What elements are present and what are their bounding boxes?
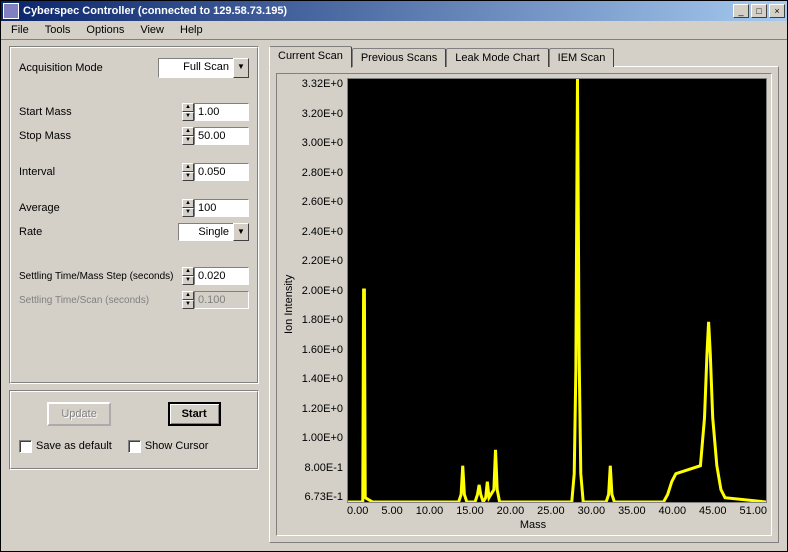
settling-step-field[interactable] bbox=[194, 267, 249, 285]
menubar: File Tools Options View Help bbox=[1, 21, 787, 40]
show-cursor-label: Show Cursor bbox=[145, 440, 209, 452]
interval-input[interactable]: ▲▼ bbox=[182, 163, 249, 181]
tab-leak-mode[interactable]: Leak Mode Chart bbox=[446, 48, 548, 67]
settling-step-input[interactable]: ▲▼ bbox=[182, 267, 249, 285]
chart-tabs: Current Scan Previous Scans Leak Mode Ch… bbox=[269, 46, 779, 67]
tab-previous-scans[interactable]: Previous Scans bbox=[352, 48, 446, 67]
acquisition-group: Acquisition Mode Full Scan ▼ Start Mass … bbox=[9, 46, 259, 384]
settling-scan-label: Settling Time/Scan (seconds) bbox=[19, 295, 182, 306]
x-axis-label: Mass bbox=[299, 517, 767, 531]
interval-field[interactable] bbox=[194, 163, 249, 181]
rate-label: Rate bbox=[19, 226, 178, 238]
settling-scan-input: ▲▼ bbox=[182, 291, 249, 309]
chevron-down-icon[interactable]: ▼ bbox=[233, 223, 249, 241]
x-axis-ticks: 0.005.0010.0015.0020.0025.0030.0035.0040… bbox=[347, 503, 767, 517]
start-mass-input[interactable]: ▲▼ bbox=[182, 103, 249, 121]
stop-mass-input[interactable]: ▲▼ bbox=[182, 127, 249, 145]
chart-panel: Ion Intensity 3.32E+03.20E+03.00E+02.80E… bbox=[269, 66, 779, 543]
stop-mass-label: Stop Mass bbox=[19, 130, 182, 142]
show-cursor-checkbox[interactable]: Show Cursor bbox=[128, 440, 209, 453]
app-icon bbox=[3, 3, 19, 19]
settling-step-label: Settling Time/Mass Step (seconds) bbox=[19, 271, 182, 282]
window-title: Cyberspec Controller (connected to 129.5… bbox=[23, 5, 733, 17]
menu-view[interactable]: View bbox=[134, 22, 170, 38]
update-button[interactable]: Update bbox=[47, 402, 110, 426]
tab-current-scan[interactable]: Current Scan bbox=[269, 46, 352, 68]
tab-iem-scan[interactable]: IEM Scan bbox=[549, 48, 615, 67]
maximize-button[interactable]: □ bbox=[751, 4, 767, 18]
average-label: Average bbox=[19, 202, 182, 214]
plot-area[interactable] bbox=[347, 78, 767, 503]
checkbox-icon bbox=[19, 440, 32, 453]
interval-label: Interval bbox=[19, 166, 182, 178]
save-default-checkbox[interactable]: Save as default bbox=[19, 440, 112, 453]
average-input[interactable]: ▲▼ bbox=[182, 199, 249, 217]
mode-label: Acquisition Mode bbox=[19, 62, 158, 74]
app-window: Cyberspec Controller (connected to 129.5… bbox=[0, 0, 788, 552]
checkbox-icon bbox=[128, 440, 141, 453]
rate-value: Single bbox=[178, 223, 233, 241]
stop-mass-field[interactable] bbox=[194, 127, 249, 145]
chevron-down-icon[interactable]: ▼ bbox=[233, 58, 249, 78]
menu-options[interactable]: Options bbox=[80, 22, 130, 38]
y-axis-label: Ion Intensity bbox=[281, 78, 297, 531]
settling-scan-field bbox=[194, 291, 249, 309]
start-button[interactable]: Start bbox=[168, 402, 221, 426]
minimize-button[interactable]: _ bbox=[733, 4, 749, 18]
client-area: Acquisition Mode Full Scan ▼ Start Mass … bbox=[1, 40, 787, 551]
start-mass-label: Start Mass bbox=[19, 106, 182, 118]
start-mass-field[interactable] bbox=[194, 103, 249, 121]
menu-file[interactable]: File bbox=[5, 22, 35, 38]
average-field[interactable] bbox=[194, 199, 249, 217]
menu-tools[interactable]: Tools bbox=[39, 22, 77, 38]
close-button[interactable]: × bbox=[769, 4, 785, 18]
mode-value: Full Scan bbox=[158, 58, 233, 78]
mode-combo[interactable]: Full Scan ▼ bbox=[158, 58, 249, 78]
menu-help[interactable]: Help bbox=[174, 22, 209, 38]
titlebar[interactable]: Cyberspec Controller (connected to 129.5… bbox=[1, 1, 787, 21]
controls-group: Update Start Save as default Show Cursor bbox=[9, 390, 259, 470]
save-default-label: Save as default bbox=[36, 440, 112, 452]
y-axis-ticks: 3.32E+03.20E+03.00E+02.80E+02.60E+02.40E… bbox=[299, 78, 347, 503]
rate-combo[interactable]: Single ▼ bbox=[178, 223, 249, 241]
